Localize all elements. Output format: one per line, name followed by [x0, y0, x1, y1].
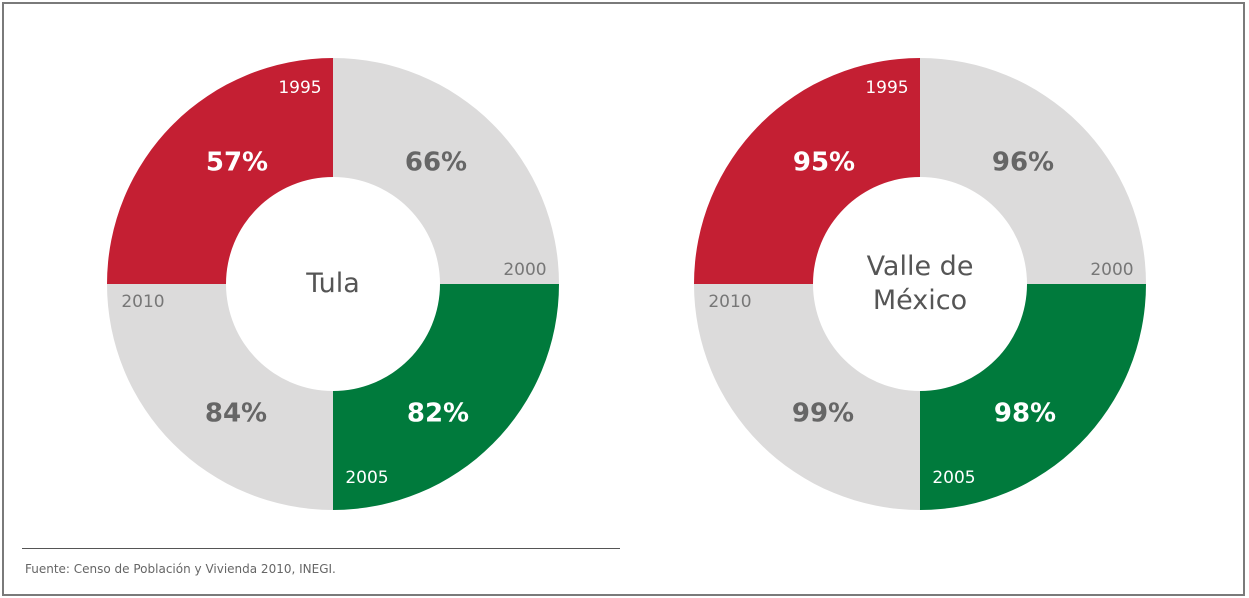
- value-label: 57%: [206, 148, 268, 178]
- quadrant: [107, 58, 333, 284]
- year-label: 2005: [345, 468, 388, 488]
- source-rule: [22, 548, 620, 549]
- quadrant: [107, 284, 333, 510]
- year-label: 2000: [503, 260, 546, 280]
- quadrant: [333, 284, 559, 510]
- year-label: 2010: [121, 292, 164, 312]
- quadrant: [920, 284, 1146, 510]
- source: Fuente: Censo de Población y Vivienda 20…: [25, 562, 336, 576]
- year-label: 2010: [708, 292, 751, 312]
- value-label: 95%: [793, 148, 855, 178]
- year-label: 1995: [278, 78, 321, 98]
- year-label: 2000: [1090, 260, 1133, 280]
- value-label: 96%: [992, 148, 1054, 178]
- value-label: 98%: [994, 399, 1056, 429]
- value-label: 84%: [205, 399, 267, 429]
- value-label: 66%: [405, 148, 467, 178]
- quadrant: [694, 58, 920, 284]
- quadrant: [920, 58, 1146, 284]
- quadrant: [694, 284, 920, 510]
- center-label: Valle de México: [866, 251, 974, 316]
- year-label: 2005: [932, 468, 975, 488]
- value-label: 99%: [792, 399, 854, 429]
- quadrant: [333, 58, 559, 284]
- value-label: 82%: [407, 399, 469, 429]
- center-label: Tula: [306, 268, 360, 299]
- year-label: 1995: [865, 78, 908, 98]
